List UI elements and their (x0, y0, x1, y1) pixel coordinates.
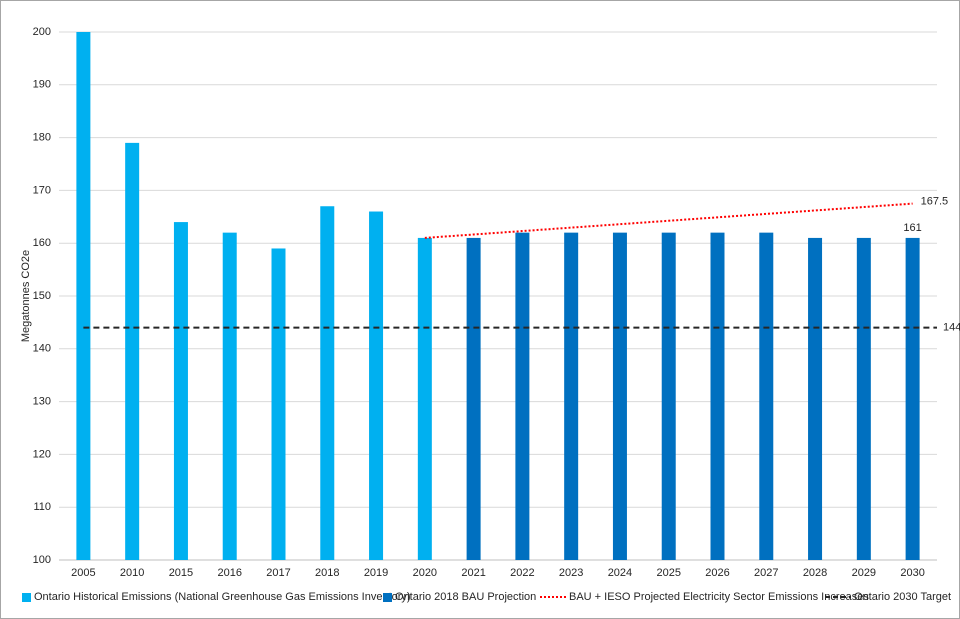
line-series (424, 202, 913, 239)
x-tick-label: 2024 (608, 567, 632, 579)
y-tick-label: 110 (33, 501, 51, 513)
x-tick-label: 2030 (900, 567, 924, 579)
legend-label: BAU + IESO Projected Electricity Sector … (569, 591, 869, 603)
bar (564, 232, 579, 560)
x-tick-label: 2010 (120, 567, 144, 579)
x-tick-label: 2016 (217, 567, 241, 579)
x-tick-label: 2020 (413, 567, 437, 579)
bar (76, 32, 91, 560)
x-tick-label: 2019 (364, 567, 388, 579)
x-tick-label: 2022 (510, 567, 534, 579)
bar (271, 248, 286, 561)
y-tick-label: 150 (33, 290, 51, 302)
x-tick-label: 2023 (559, 567, 583, 579)
bar (856, 237, 871, 561)
bar (417, 237, 432, 561)
y-axis-label: Megatonnes CO2e (20, 250, 32, 342)
data-label: 144 (943, 322, 960, 334)
bar (661, 232, 676, 560)
legend-label: Ontario Historical Emissions (National G… (34, 591, 411, 603)
x-tick-label: 2028 (803, 567, 827, 579)
y-tick-label: 130 (33, 396, 51, 408)
legend-swatch (383, 593, 392, 602)
x-tick-label: 2029 (852, 567, 876, 579)
y-tick-label: 190 (33, 79, 51, 91)
bar (466, 237, 481, 561)
y-tick-label: 180 (33, 132, 51, 144)
y-tick-label: 100 (33, 554, 51, 566)
data-label: 161 (903, 222, 921, 234)
x-tick-label: 2026 (705, 567, 729, 579)
data-label: 167.5 (921, 196, 949, 208)
bar (173, 222, 188, 560)
bar (808, 237, 823, 561)
x-tick-label: 2005 (71, 567, 95, 579)
x-tick-label: 2027 (754, 567, 778, 579)
y-tick-label: 140 (33, 343, 51, 355)
legend-swatch (22, 593, 31, 602)
bar (515, 232, 530, 560)
bar (369, 211, 384, 560)
bar (710, 232, 725, 560)
bar (905, 237, 920, 561)
legend-label: Ontario 2018 BAU Projection (395, 591, 536, 603)
bar (125, 142, 140, 560)
x-tick-label: 2025 (656, 567, 680, 579)
bar (320, 206, 335, 561)
bar (222, 232, 237, 560)
y-tick-label: 160 (33, 237, 51, 249)
x-tick-label: 2015 (169, 567, 193, 579)
y-tick-label: 200 (33, 26, 51, 38)
legend-label: Ontario 2030 Target (854, 591, 951, 603)
bar (612, 232, 627, 560)
x-tick-label: 2021 (461, 567, 485, 579)
x-tick-label: 2018 (315, 567, 339, 579)
y-tick-label: 170 (33, 184, 51, 196)
y-tick-label: 120 (33, 448, 51, 460)
bar (759, 232, 774, 560)
x-tick-label: 2017 (266, 567, 290, 579)
